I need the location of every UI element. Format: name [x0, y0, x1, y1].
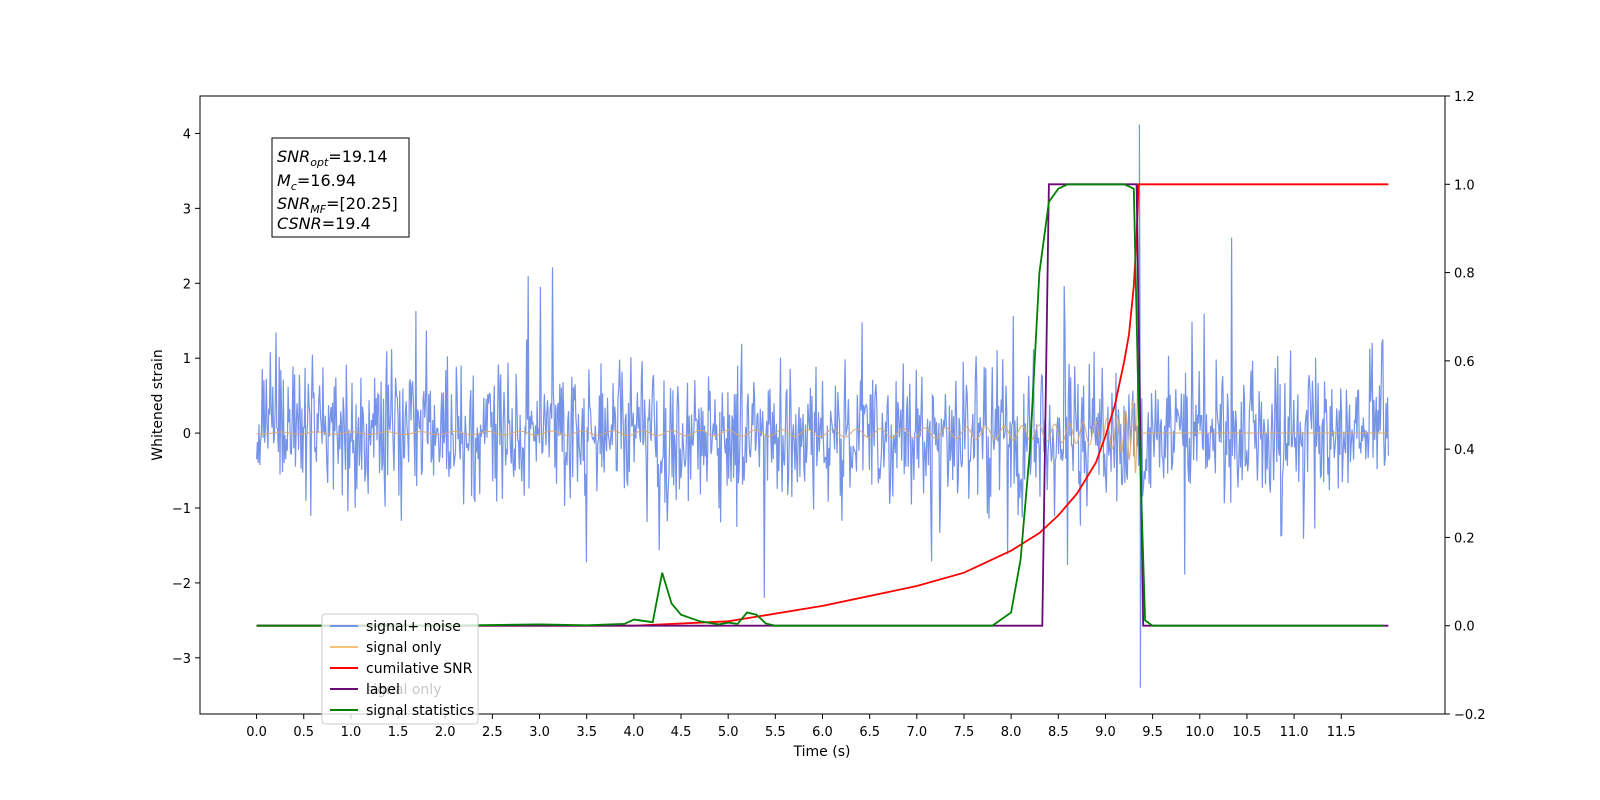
x-tick-label: 3.5: [576, 725, 597, 740]
legend-entry-cumulative-snr: cumilative SNR: [330, 661, 473, 677]
annotation-line-2: SNRMF=[20.25]: [277, 194, 398, 216]
y2-tick-label: 0.2: [1454, 531, 1475, 546]
annotation-line-3: CSNR=19.4: [277, 214, 371, 233]
x-tick-label: 6.5: [859, 725, 880, 740]
legend-label-signal-noise: signal+ noise: [366, 619, 461, 635]
x-tick-label: 0.0: [246, 725, 267, 740]
x-tick-label: 6.0: [812, 725, 833, 740]
x-tick-label: 7.5: [954, 725, 975, 740]
legend-ghost-text: signal only: [366, 682, 441, 698]
legend-entry-label: label: [330, 682, 400, 698]
x-tick-label: 9.5: [1142, 725, 1163, 740]
x-tick-label: 11.0: [1280, 725, 1309, 740]
x-tick-label: 5.5: [765, 725, 786, 740]
x-tick-label: 0.5: [293, 725, 314, 740]
y2-tick-label: 1.2: [1454, 90, 1475, 105]
series-line-cumulative-snr: [256, 183, 1389, 627]
x-tick-label: 1.0: [341, 725, 362, 740]
x-tick-label: 2.5: [482, 725, 503, 740]
x-tick-label: 3.0: [529, 725, 550, 740]
legend: signal only signal+ noise signal only cu…: [321, 613, 479, 725]
x-tick-label: 4.0: [624, 725, 645, 740]
y-tick-label: 1: [183, 352, 191, 367]
y-tick-label: −3: [172, 652, 191, 667]
y2-tick-label: 0.0: [1454, 620, 1475, 635]
y-tick-label: 0: [183, 427, 191, 442]
x-tick-label: 8.0: [1001, 725, 1022, 740]
x-axis-label: Time (s): [793, 744, 851, 760]
x-tick-label: 10.5: [1232, 725, 1261, 740]
x-tick-label: 8.5: [1048, 725, 1069, 740]
y2-tick-label: 1.0: [1454, 178, 1475, 193]
y-tick-label: 4: [183, 127, 191, 142]
legend-label-signal-statistics: signal statistics: [366, 703, 474, 719]
y2-tick-label: 0.8: [1454, 267, 1475, 282]
x-tick-label: 10.0: [1185, 725, 1214, 740]
series-line-signal-only: [256, 379, 1389, 473]
y2-tick-label: 0.4: [1454, 443, 1475, 458]
annotation-line-1: Mc=16.94: [277, 171, 356, 193]
legend-entry-signal-only: signal only: [330, 640, 441, 656]
x-tick-label: 4.5: [671, 725, 692, 740]
y-tick-label: −2: [172, 577, 191, 592]
annotation-box: SNRopt=19.14 Mc=16.94 SNRMF=[20.25] CSNR…: [271, 137, 410, 238]
legend-entry-signal-statistics: signal statistics: [330, 703, 474, 719]
x-tick-label: 7.0: [906, 725, 927, 740]
y2-tick-label: −0.2: [1454, 708, 1486, 723]
legend-label-label: label: [366, 682, 400, 698]
x-tick-label: 2.0: [435, 725, 456, 740]
x-tick-label: 1.5: [388, 725, 409, 740]
x-tick-label: 9.0: [1095, 725, 1116, 740]
x-tick-label: 5.0: [718, 725, 739, 740]
legend-label-cumulative-snr: cumilative SNR: [366, 661, 473, 677]
y-axis-label: Whitened strain: [150, 349, 166, 460]
series-line-signal-statistics: [256, 183, 1384, 627]
y2-tick-label: 0.6: [1454, 355, 1475, 370]
legend-label-signal-only: signal only: [366, 640, 441, 656]
series-line-signal-noise: [256, 124, 1389, 688]
legend-entry-signal-noise: signal+ noise: [330, 619, 461, 635]
x-tick-label: 11.5: [1327, 725, 1356, 740]
y-tick-label: 3: [183, 202, 191, 217]
y-tick-label: −1: [172, 502, 191, 517]
annotation-line-0: SNRopt=19.14: [277, 147, 388, 169]
y-tick-label: 2: [183, 277, 191, 292]
